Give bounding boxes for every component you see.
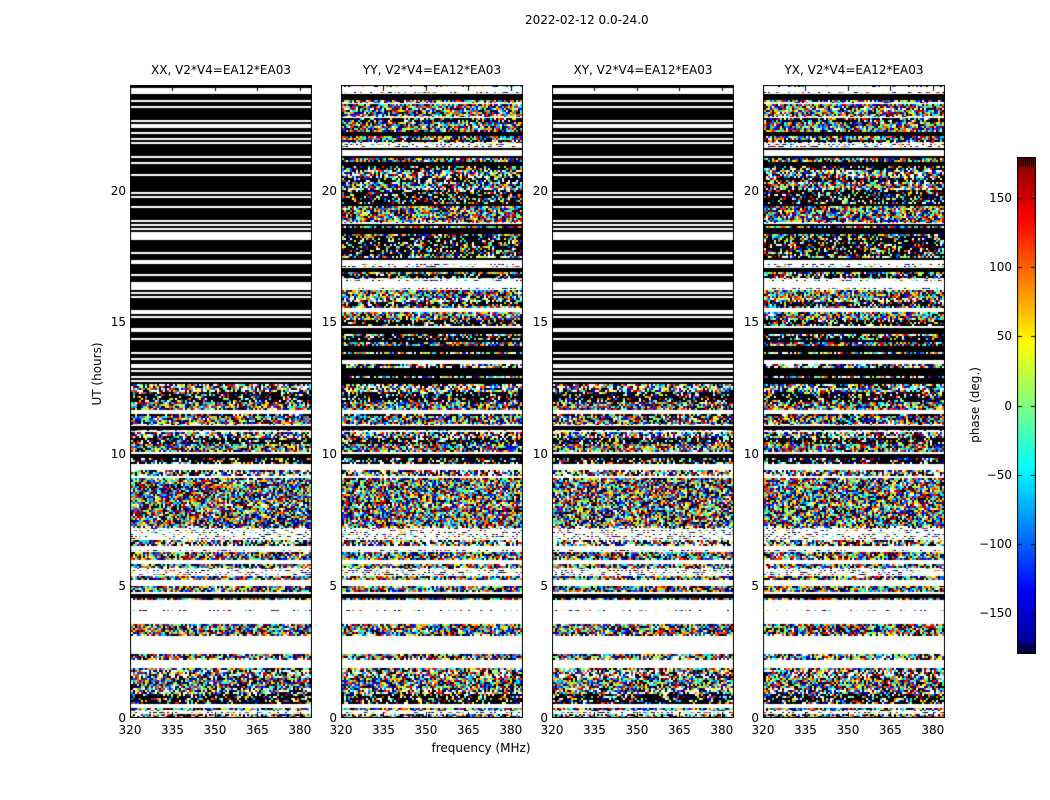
ytick-label-YY-10: 10	[321, 447, 337, 462]
y-axis-label: UT (hours)	[90, 342, 104, 406]
xtick-label-XY-365: 365	[667, 723, 691, 737]
ytick-label-YX-5: 5	[751, 579, 759, 594]
xtick-label-XY-380: 380	[710, 723, 734, 737]
ytick-label-XY-0: 0	[540, 711, 548, 725]
xtick-label-YX-365: 365	[878, 723, 902, 737]
colorbar-gradient	[1017, 157, 1036, 654]
xtick-label-XY-320: 320	[540, 723, 564, 737]
xtick-label-YY-350: 350	[414, 723, 438, 737]
colorbar-label: phase (deg.)	[968, 367, 982, 443]
colorbar-tick-label--150: −150	[979, 605, 1012, 620]
ytick-label-XY-20: 20	[532, 183, 548, 198]
xtick-label-XY-350: 350	[625, 723, 649, 737]
xtick-label-YY-380: 380	[499, 723, 523, 737]
panel-heatmap-XX	[130, 85, 312, 718]
ytick-label-YY-15: 15	[321, 315, 337, 330]
panel-heatmap-YX	[763, 85, 945, 718]
ytick-label-XX-0: 0	[118, 711, 126, 725]
ytick-label-XY-5: 5	[540, 579, 548, 594]
xtick-label-YY-320: 320	[329, 723, 353, 737]
ytick-label-XY-10: 10	[532, 447, 548, 462]
xtick-label-YX-380: 380	[921, 723, 945, 737]
colorbar-tick-label-50: 50	[996, 329, 1012, 344]
ytick-label-XX-5: 5	[118, 579, 126, 594]
panel-title-YX: YX, V2*V4=EA12*EA03	[784, 63, 924, 77]
xtick-label-YX-335: 335	[794, 723, 817, 737]
ytick-label-XX-15: 15	[110, 315, 126, 330]
ytick-label-XX-10: 10	[110, 447, 126, 462]
xtick-label-YX-320: 320	[751, 723, 775, 737]
ytick-label-YY-5: 5	[329, 579, 337, 594]
ytick-label-YX-0: 0	[751, 711, 759, 725]
panel-heatmap-XY	[552, 85, 734, 718]
panel-title-XY: XY, V2*V4=EA12*EA03	[573, 63, 713, 77]
panel-title-XX: XX, V2*V4=EA12*EA03	[151, 63, 291, 77]
xtick-label-XX-320: 320	[118, 723, 142, 737]
figure-title: 2022-02-12 0.0-24.0	[525, 13, 649, 27]
xtick-label-XY-335: 335	[583, 723, 606, 737]
xtick-label-XX-350: 350	[203, 723, 227, 737]
ytick-label-YY-20: 20	[321, 183, 337, 198]
colorbar-tick-label-0: 0	[1004, 398, 1012, 413]
ytick-label-YX-15: 15	[743, 315, 759, 330]
ytick-label-YX-20: 20	[743, 183, 759, 198]
panel-heatmap-YY	[341, 85, 523, 718]
colorbar-tick-label-100: 100	[989, 260, 1012, 275]
ytick-label-YX-10: 10	[743, 447, 759, 462]
xtick-label-XX-380: 380	[288, 723, 312, 737]
xtick-label-YY-365: 365	[456, 723, 480, 737]
xtick-label-XX-365: 365	[245, 723, 269, 737]
colorbar-tick-label--50: −50	[986, 467, 1012, 482]
x-axis-label: frequency (MHz)	[431, 741, 531, 755]
ytick-label-XY-15: 15	[532, 315, 548, 330]
ytick-label-XX-20: 20	[110, 183, 126, 198]
xtick-label-YY-335: 335	[372, 723, 395, 737]
xtick-label-YX-350: 350	[836, 723, 860, 737]
ytick-label-YY-0: 0	[329, 711, 337, 725]
colorbar-tick-label-150: 150	[989, 191, 1012, 206]
xtick-label-XX-335: 335	[161, 723, 184, 737]
colorbar-tick-label--100: −100	[979, 536, 1012, 551]
panel-title-YY: YY, V2*V4=EA12*EA03	[362, 63, 502, 77]
